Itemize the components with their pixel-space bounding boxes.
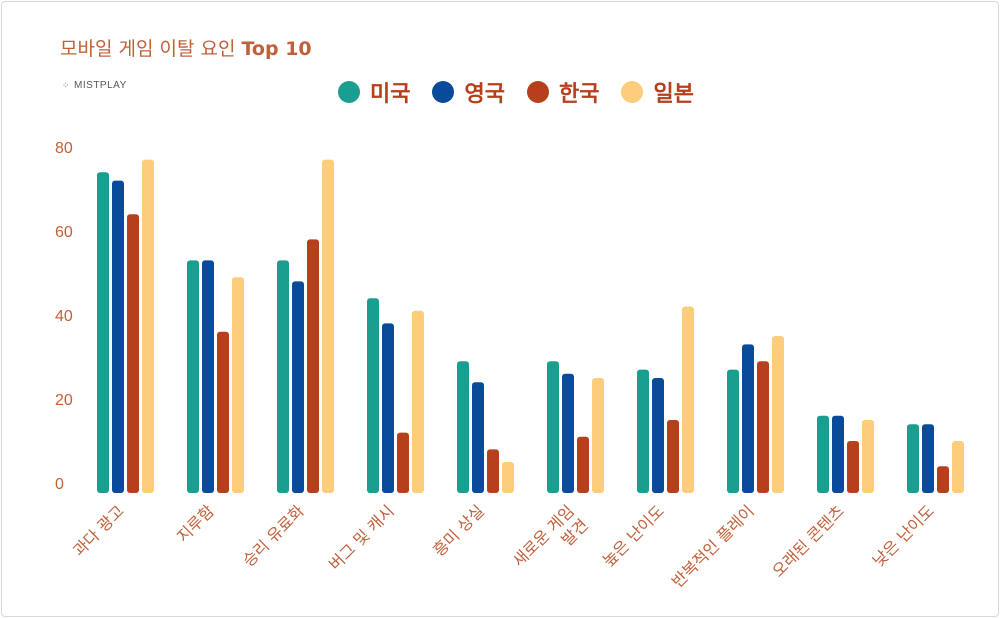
bar	[772, 336, 784, 493]
bar	[682, 306, 694, 493]
legend-label: 영국	[464, 82, 505, 107]
bar	[397, 432, 409, 493]
logo-dots-icon: ⁘	[62, 80, 71, 90]
bar	[652, 378, 664, 493]
x-tick-label: 높은 난이도	[599, 501, 668, 570]
legend-swatch	[432, 81, 455, 103]
bar	[757, 361, 769, 493]
bar	[457, 361, 469, 493]
logo-text: MISTPLAY	[74, 80, 127, 91]
chart-title: 모바일 게임 이탈 요인 Top 10	[60, 34, 312, 61]
legend-label: 미국	[370, 82, 411, 107]
bar	[217, 331, 229, 493]
bar	[577, 436, 589, 493]
bar	[922, 424, 934, 493]
bar	[232, 277, 244, 493]
bar	[472, 382, 484, 493]
bar	[112, 180, 124, 493]
legend-swatch	[338, 81, 360, 103]
bar	[382, 323, 394, 493]
bar	[847, 441, 859, 493]
bar	[142, 159, 154, 493]
bar	[862, 420, 874, 493]
bar	[502, 462, 514, 493]
x-tick-label: 낮은 난이도	[869, 501, 938, 570]
x-tick-label: 흥미 상실	[429, 501, 488, 560]
bar	[97, 172, 109, 493]
legend-swatch	[526, 81, 549, 103]
bar	[817, 415, 829, 493]
bar	[187, 260, 199, 493]
title-bold: Top 10	[241, 38, 312, 60]
bar	[727, 369, 739, 493]
mistplay-logo: ⁘ MISTPLAY	[62, 80, 127, 91]
bar	[277, 260, 289, 493]
legend-label: 한국	[558, 82, 600, 107]
bar	[412, 310, 424, 493]
legend-item-1: 영국	[432, 76, 505, 108]
y-tick-label: 20	[55, 392, 73, 409]
legend-label: 일본	[653, 82, 694, 107]
bar	[742, 344, 754, 493]
x-tick-label: 반복적인 플레이	[668, 501, 758, 591]
bar	[292, 281, 304, 493]
x-tick-label: 버그 및 캐시	[325, 501, 398, 574]
bar	[202, 260, 214, 493]
bar	[592, 378, 604, 493]
x-tick-label: 과다 광고	[69, 501, 128, 560]
bar	[547, 361, 559, 493]
bar	[322, 159, 334, 493]
bar	[907, 424, 919, 493]
bar	[562, 373, 574, 493]
bar	[637, 369, 649, 493]
y-tick-label: 0	[55, 476, 64, 493]
legend-swatch	[621, 81, 644, 103]
legend-item-0: 미국	[338, 76, 410, 108]
x-tick-label: 지루함	[173, 501, 218, 546]
bar	[832, 415, 844, 493]
legend: 미국 영국 한국 일본	[338, 76, 694, 108]
y-tick-label: 60	[55, 224, 73, 241]
bar	[487, 449, 499, 493]
bar	[367, 298, 379, 493]
bar	[127, 214, 139, 493]
bar	[937, 466, 949, 493]
legend-item-3: 일본	[621, 76, 694, 108]
x-tick-label: 승리 유료화	[239, 501, 308, 570]
y-tick-label: 40	[55, 308, 73, 325]
legend-item-2: 한국	[526, 76, 600, 108]
bar	[307, 239, 319, 493]
bar	[952, 441, 964, 493]
bar	[667, 420, 679, 493]
x-tick-label: 오래된 콘텐츠	[768, 501, 847, 580]
y-tick-label: 80	[55, 140, 73, 157]
title-text: 모바일 게임 이탈 요인	[60, 38, 236, 60]
